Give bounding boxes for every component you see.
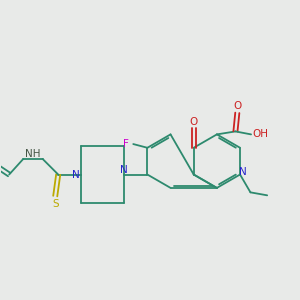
Text: OH: OH [252, 129, 268, 140]
Text: N: N [239, 167, 247, 177]
Text: O: O [233, 101, 242, 111]
Text: S: S [52, 199, 59, 208]
Text: NH: NH [25, 149, 41, 160]
Text: N: N [72, 169, 80, 179]
Text: F: F [123, 139, 129, 149]
Text: N: N [120, 165, 128, 175]
Text: O: O [190, 117, 198, 127]
